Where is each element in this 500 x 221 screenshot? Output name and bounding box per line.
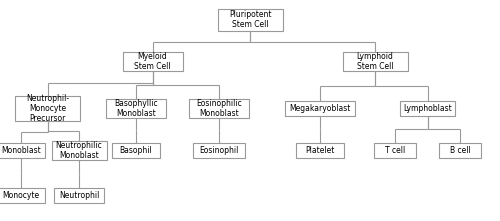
Bar (112, 143, 160, 158)
Text: Monocyte: Monocyte (2, 191, 40, 200)
Bar (122, 52, 182, 71)
Bar (439, 143, 482, 158)
Bar (15, 95, 80, 121)
Bar (0, 143, 45, 158)
Bar (400, 101, 455, 116)
Text: Neutrophilic
Monoblast: Neutrophilic Monoblast (56, 141, 102, 160)
Text: Basophil: Basophil (120, 146, 152, 155)
Bar (0, 188, 45, 203)
Bar (342, 52, 407, 71)
Bar (54, 188, 104, 203)
Text: Myeloid
Stem Cell: Myeloid Stem Cell (134, 52, 171, 71)
Bar (189, 99, 249, 118)
Text: Neutrophil-
Monocyte
Precursor: Neutrophil- Monocyte Precursor (26, 94, 69, 123)
Text: Monoblast: Monoblast (1, 146, 41, 155)
Bar (193, 143, 245, 158)
Text: Lymphoid
Stem Cell: Lymphoid Stem Cell (356, 52, 394, 71)
Text: B cell: B cell (450, 146, 470, 155)
Text: Lymphoblast: Lymphoblast (403, 104, 452, 113)
Bar (285, 101, 355, 116)
Text: Megakaryoblast: Megakaryoblast (290, 104, 350, 113)
Text: Neutrophil: Neutrophil (59, 191, 99, 200)
Bar (218, 9, 282, 31)
Bar (374, 143, 416, 158)
Bar (52, 141, 106, 160)
Bar (106, 99, 166, 118)
Bar (296, 143, 344, 158)
Text: Eosinophil: Eosinophil (200, 146, 238, 155)
Text: Pluripotent
Stem Cell: Pluripotent Stem Cell (229, 10, 271, 29)
Text: Eosinophilic
Monoblast: Eosinophilic Monoblast (196, 99, 242, 118)
Text: Basophyllic
Monoblast: Basophyllic Monoblast (114, 99, 158, 118)
Text: T cell: T cell (385, 146, 405, 155)
Text: Platelet: Platelet (306, 146, 334, 155)
